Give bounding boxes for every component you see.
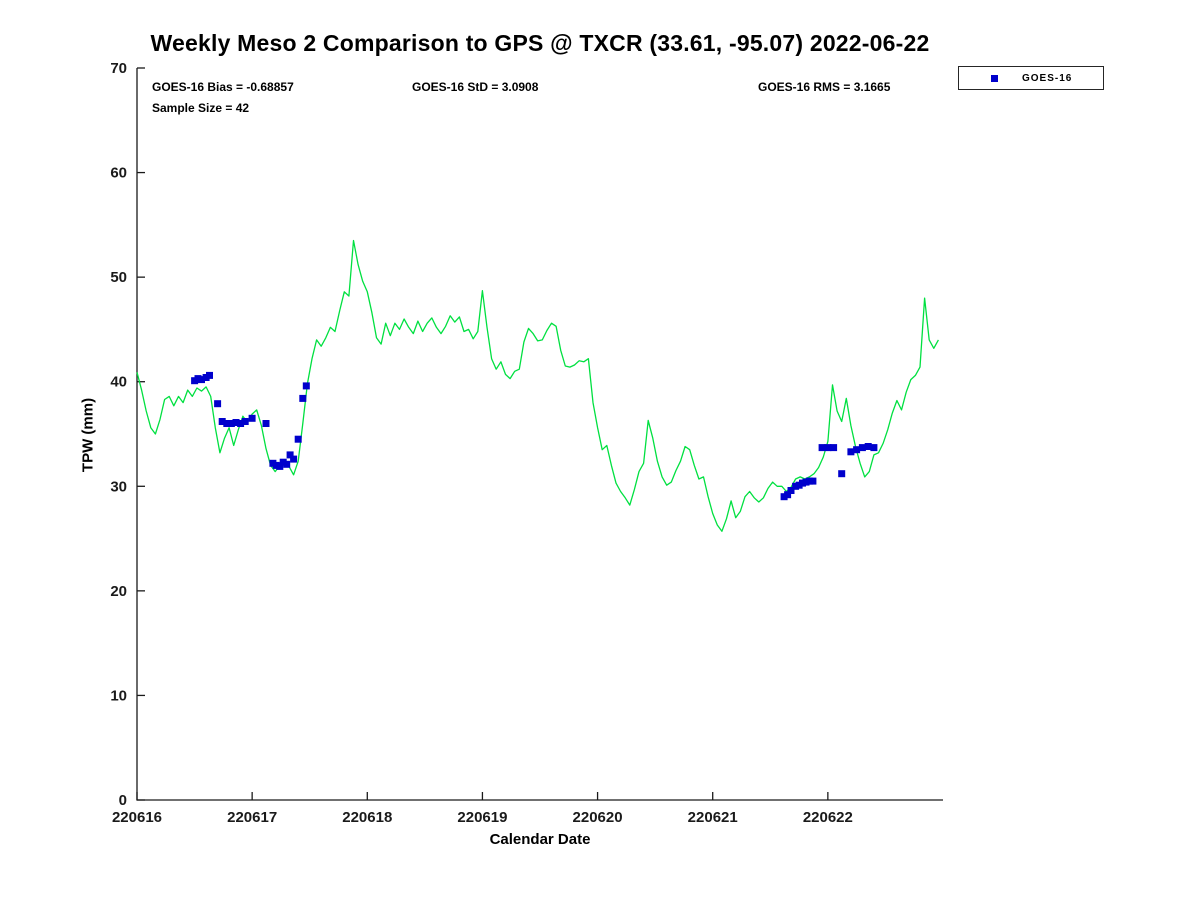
goes16-marker <box>853 446 861 454</box>
goes16-marker <box>824 444 832 452</box>
y-tick-label: 0 <box>119 792 127 809</box>
annotation-rms: GOES-16 RMS = 3.1665 <box>758 80 891 94</box>
goes16-marker <box>214 400 222 408</box>
goes16-marker <box>818 444 826 452</box>
goes16-marker <box>787 487 795 494</box>
goes16-marker <box>283 460 291 468</box>
goes16-marker <box>809 477 817 485</box>
goes16-marker <box>864 443 872 450</box>
legend-label: GOES-16 <box>1022 72 1073 84</box>
goes16-marker <box>290 455 298 463</box>
goes16-marker <box>262 420 270 427</box>
x-tick-label: 220622 <box>803 809 853 826</box>
y-tick-label: 10 <box>110 687 127 704</box>
axis-lines <box>136 68 943 801</box>
goes16-marker <box>206 371 213 379</box>
goes16-marker <box>830 444 838 452</box>
goes16-marker <box>302 382 310 390</box>
x-tick-label: 220621 <box>688 809 738 826</box>
goes16-marker <box>227 420 235 427</box>
goes16-marker <box>858 444 866 452</box>
goes16-marker <box>276 462 284 470</box>
x-tick-label: 220616 <box>112 809 162 826</box>
legend-marker-square-icon <box>991 74 998 82</box>
y-tick-label: 20 <box>110 583 127 600</box>
goes16-marker <box>241 418 249 425</box>
page-title: Weekly Meso 2 Comparison to GPS @ TXCR (… <box>150 30 930 56</box>
y-axis-label: TPW (mm) <box>79 397 97 473</box>
goes16-marker <box>294 435 302 443</box>
x-axis-label: Calendar Date <box>489 831 591 848</box>
annotation-std: GOES-16 StD = 3.0908 <box>412 80 539 94</box>
goes16-marker <box>870 444 878 452</box>
y-tick-label: 40 <box>110 374 127 391</box>
y-tick-label: 30 <box>110 478 127 495</box>
goes16-marker <box>838 470 846 478</box>
goes16-marker <box>299 394 307 402</box>
y-tick-label: 70 <box>110 60 127 77</box>
annotation-sample-size: Sample Size = 42 <box>152 101 250 115</box>
x-tick-label: 220619 <box>457 809 507 826</box>
x-tick-label: 220617 <box>227 809 277 826</box>
x-tick-label: 220620 <box>573 809 623 826</box>
goes16-marker <box>232 419 240 426</box>
annotation-bias: GOES-16 Bias = -0.68857 <box>152 80 294 94</box>
goes16-marker <box>237 420 245 427</box>
goes16-marker <box>847 448 855 456</box>
gps-line <box>136 239 939 532</box>
goes16-marker <box>248 414 256 422</box>
goes16-marker <box>784 491 792 499</box>
y-tick-label: 60 <box>110 165 127 182</box>
goes16-marker <box>223 420 231 427</box>
y-tick-label: 50 <box>110 269 127 286</box>
goes16-marker <box>218 418 226 425</box>
x-tick-label: 220618 <box>342 809 392 826</box>
legend: GOES-16 <box>958 66 1104 90</box>
goes16-marker <box>198 376 205 384</box>
goes16-marker <box>286 451 294 459</box>
